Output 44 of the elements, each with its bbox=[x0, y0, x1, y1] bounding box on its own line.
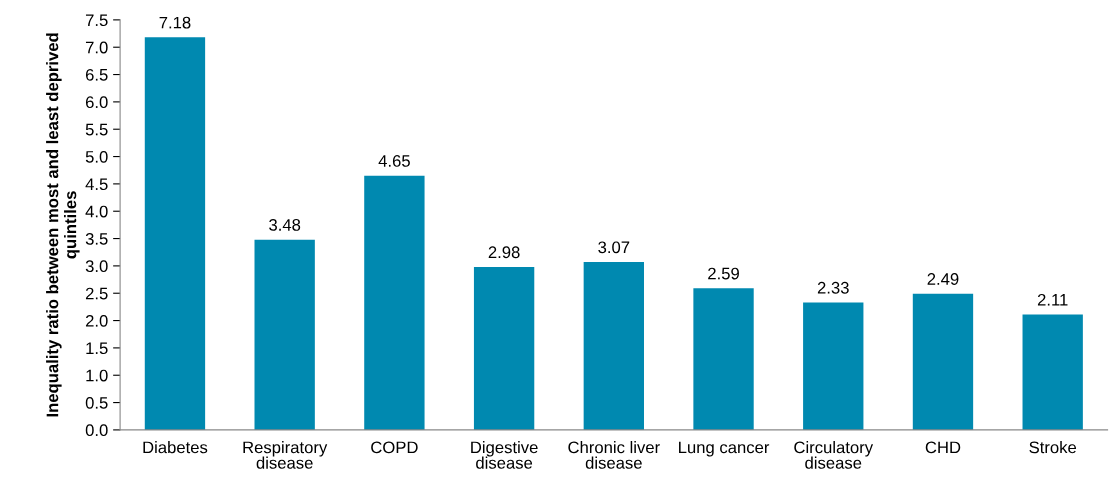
y-tick-label: 7.0 bbox=[85, 41, 108, 54]
bar bbox=[254, 239, 315, 430]
y-tick-label: 6.5 bbox=[85, 68, 108, 81]
data-label: 7.18 bbox=[159, 16, 191, 29]
data-label: 3.07 bbox=[598, 241, 630, 254]
x-tick-label: Lung cancer bbox=[679, 441, 770, 457]
x-tick-label: Respiratory disease bbox=[243, 441, 328, 469]
y-tick-label: 4.0 bbox=[85, 205, 108, 218]
bar bbox=[144, 37, 206, 430]
y-tick-label: 3.0 bbox=[85, 260, 108, 273]
data-label: 4.65 bbox=[378, 155, 410, 167]
data-label: 2.49 bbox=[927, 273, 959, 285]
y-tick-label: 0.5 bbox=[85, 396, 108, 409]
data-label: 2.33 bbox=[817, 281, 849, 294]
data-label: 2.98 bbox=[488, 246, 520, 259]
y-tick-label: 3.5 bbox=[85, 232, 108, 245]
bar bbox=[473, 266, 535, 430]
y-tick-label: 6.0 bbox=[85, 96, 108, 109]
data-label: 3.48 bbox=[269, 219, 301, 231]
bar bbox=[693, 288, 754, 430]
bar bbox=[1022, 314, 1083, 430]
x-tick-label: Stroke bbox=[1029, 441, 1077, 454]
y-tick-label: 0.0 bbox=[85, 424, 108, 437]
x-tick-label: COPD bbox=[371, 441, 418, 454]
x-tick-label: Diabetes bbox=[143, 441, 208, 454]
y-tick-label: 5.5 bbox=[85, 123, 108, 136]
y-tick-label: 4.5 bbox=[85, 178, 108, 191]
y-axis-title: Inequality ratio between most and least deprived quintiles bbox=[46, 33, 80, 417]
x-tick-label: Digestive disease bbox=[471, 441, 538, 469]
bar bbox=[583, 262, 644, 430]
x-tick-label: Chronic liver disease bbox=[568, 441, 660, 469]
bar bbox=[364, 175, 425, 430]
y-tick-label: 7.5 bbox=[85, 14, 108, 27]
x-tick-label: CHD bbox=[925, 441, 961, 454]
y-tick-label: 1.0 bbox=[86, 369, 108, 382]
y-tick-label: 5.0 bbox=[85, 150, 108, 163]
data-label: 2.11 bbox=[1037, 293, 1068, 306]
bar bbox=[803, 302, 864, 430]
x-tick-label: Circulatory disease bbox=[794, 441, 874, 469]
y-tick-label: 2.0 bbox=[85, 314, 108, 327]
data-label: 2.59 bbox=[708, 267, 739, 280]
y-tick-label: 2.5 bbox=[85, 287, 108, 300]
y-tick-label: 1.5 bbox=[86, 342, 108, 355]
bar bbox=[912, 293, 974, 430]
